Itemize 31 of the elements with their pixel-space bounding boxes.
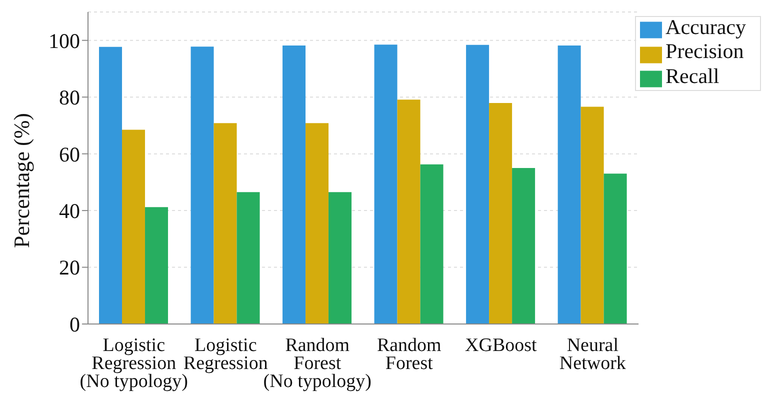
bar xyxy=(512,168,536,324)
legend-label: Recall xyxy=(666,64,720,88)
y-tick-label: 100 xyxy=(48,28,80,53)
x-tick-label: Random Forest xyxy=(376,335,442,374)
y-tick-label: 40 xyxy=(59,199,80,223)
bar xyxy=(466,44,490,324)
bar xyxy=(236,192,260,324)
bar xyxy=(306,123,329,324)
bar xyxy=(420,164,444,324)
y-axis-title: Percentage (%) xyxy=(8,113,34,248)
bar xyxy=(558,45,581,324)
bar xyxy=(374,44,398,324)
bar xyxy=(190,46,214,324)
legend-label: Precision xyxy=(666,39,744,64)
bar xyxy=(328,192,352,324)
y-tick-label: 0 xyxy=(70,312,80,336)
bar xyxy=(145,207,168,324)
bar xyxy=(489,103,512,324)
y-tick-label: 80 xyxy=(59,86,80,110)
x-tick-label: XGBoost xyxy=(465,335,538,356)
bar xyxy=(397,100,420,324)
bar xyxy=(282,45,306,324)
bar xyxy=(122,130,146,324)
y-tick-label: 60 xyxy=(59,142,80,166)
bar xyxy=(604,174,627,324)
bar xyxy=(214,123,237,324)
bar xyxy=(580,106,604,324)
legend-label: Accuracy xyxy=(666,15,746,39)
bar xyxy=(99,46,122,324)
x-tick-label: Neural Network xyxy=(559,335,626,374)
y-tick-label: 20 xyxy=(59,256,80,280)
